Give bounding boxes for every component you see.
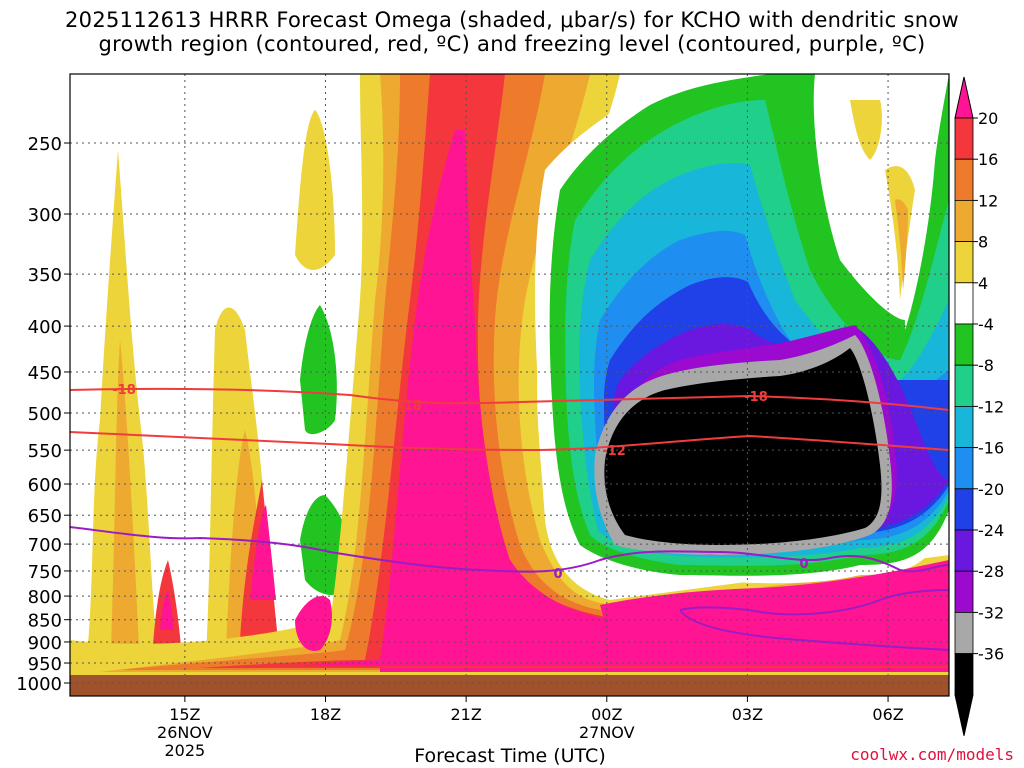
colorbar-label: 20 bbox=[978, 109, 998, 128]
shade-lowright-pink bbox=[600, 560, 949, 661]
y-tick-label: 450 bbox=[28, 363, 62, 384]
colorbar-segment bbox=[954, 241, 974, 284]
x-tick-date: 26NOV bbox=[157, 723, 213, 742]
colorbar-segment bbox=[954, 323, 974, 366]
x-tick-label: 18Z bbox=[310, 705, 341, 724]
colorbar-label: 16 bbox=[978, 150, 998, 169]
x-axis-title: Forecast Time (UTC) bbox=[414, 745, 606, 767]
y-tick-label: 550 bbox=[28, 441, 62, 462]
x-tick-year: 2025 bbox=[164, 741, 205, 760]
shade-lower-pink-band bbox=[380, 668, 949, 672]
colorbar-label: 4 bbox=[978, 274, 988, 293]
shade-mid-pink bbox=[250, 505, 276, 600]
y-tick-label: 1000 bbox=[16, 674, 62, 695]
shade-low-pink-blob bbox=[295, 596, 332, 651]
chart-title-line-2: growth region (contoured, red, ºC) and f… bbox=[98, 32, 926, 56]
colorbar-segment bbox=[954, 529, 974, 572]
shade-right-yellow-top bbox=[850, 100, 882, 160]
shade-left-orange bbox=[110, 340, 140, 670]
y-tick-label: 350 bbox=[28, 265, 62, 286]
colorbar-segment bbox=[954, 653, 974, 696]
contour-freezing-0 bbox=[70, 526, 949, 573]
plot-frame bbox=[69, 73, 950, 697]
y-tick-label: 600 bbox=[28, 475, 62, 496]
colorbar-bottom-arrow bbox=[954, 694, 974, 736]
x-tick-label: 03Z bbox=[732, 705, 763, 724]
contour-label-minus12: -12 bbox=[602, 444, 626, 459]
colorbar-label: -32 bbox=[978, 603, 1004, 622]
y-tick-label: 700 bbox=[28, 535, 62, 556]
colorbar-label: -36 bbox=[978, 645, 1004, 664]
chart-title-line-1: 2025112613 HRRR Forecast Omega (shaded, … bbox=[65, 8, 959, 32]
colorbar-segment bbox=[954, 488, 974, 531]
contour-label-minus18-a: -18 bbox=[112, 383, 136, 398]
colorbar-segment bbox=[954, 364, 974, 407]
shade-left-pink bbox=[160, 590, 174, 630]
contours: -18 -18 -18 -12 0 0 bbox=[70, 383, 949, 651]
y-tick-label: 950 bbox=[28, 654, 62, 675]
colorbar-label: 8 bbox=[978, 233, 988, 252]
colorbar-segment bbox=[954, 570, 974, 613]
shade-main-pink bbox=[300, 130, 949, 666]
colorbar-segment bbox=[954, 282, 974, 325]
y-tick-label: 850 bbox=[28, 611, 62, 632]
shade-right-amber bbox=[895, 199, 908, 290]
colorbar-segment bbox=[954, 199, 974, 242]
contour-label-minus18-c: -18 bbox=[744, 390, 768, 405]
y-tick-label: 300 bbox=[28, 205, 62, 226]
y-tick-label: 800 bbox=[28, 587, 62, 608]
colorbar-label: -16 bbox=[978, 439, 1004, 458]
shade-main-red bbox=[200, 74, 949, 668]
colorbar-top-arrow bbox=[954, 76, 974, 119]
colorbar-label: -8 bbox=[978, 356, 994, 375]
colorbar-segment bbox=[954, 612, 974, 655]
colorbar-segment bbox=[954, 158, 974, 201]
contour-label-freezing-a: 0 bbox=[553, 567, 562, 582]
y-tick-label: 250 bbox=[28, 134, 62, 155]
colorbar-segment bbox=[954, 447, 974, 490]
x-tick-date: 27NOV bbox=[579, 723, 635, 742]
x-tick-label: 15Z bbox=[169, 705, 200, 724]
contour-freezing-0-lower bbox=[679, 589, 949, 651]
contour-minus18 bbox=[70, 387, 949, 411]
x-tick-label: 00Z bbox=[591, 705, 622, 724]
y-tick-label: 900 bbox=[28, 633, 62, 654]
ground-band bbox=[70, 675, 949, 696]
contour-label-minus18-b: -18 bbox=[398, 399, 422, 414]
colorbar-label: 12 bbox=[978, 191, 998, 210]
colorbar-label: -4 bbox=[978, 315, 994, 334]
shade-upper-yellow bbox=[295, 110, 335, 270]
y-tick-label: 650 bbox=[28, 506, 62, 527]
x-tick-label: 06Z bbox=[872, 705, 903, 724]
colorbar-segment bbox=[954, 117, 974, 160]
colorbar-label: -28 bbox=[978, 562, 1004, 581]
credit-text: coolwx.com/models bbox=[850, 745, 1014, 764]
y-tick-label: 400 bbox=[28, 317, 62, 338]
shade-green-blob bbox=[300, 305, 337, 435]
contour-minus12 bbox=[70, 431, 949, 452]
x-tick-label: 21Z bbox=[450, 705, 481, 724]
y-tick-label: 750 bbox=[28, 562, 62, 583]
colorbar-label: -24 bbox=[978, 521, 1004, 540]
colorbar-label: -12 bbox=[978, 397, 1004, 416]
y-tick-label: 500 bbox=[28, 404, 62, 425]
contour-label-freezing-b: 0 bbox=[799, 557, 808, 572]
colorbar-label: -20 bbox=[978, 480, 1004, 499]
colorbar-segment bbox=[954, 405, 974, 448]
